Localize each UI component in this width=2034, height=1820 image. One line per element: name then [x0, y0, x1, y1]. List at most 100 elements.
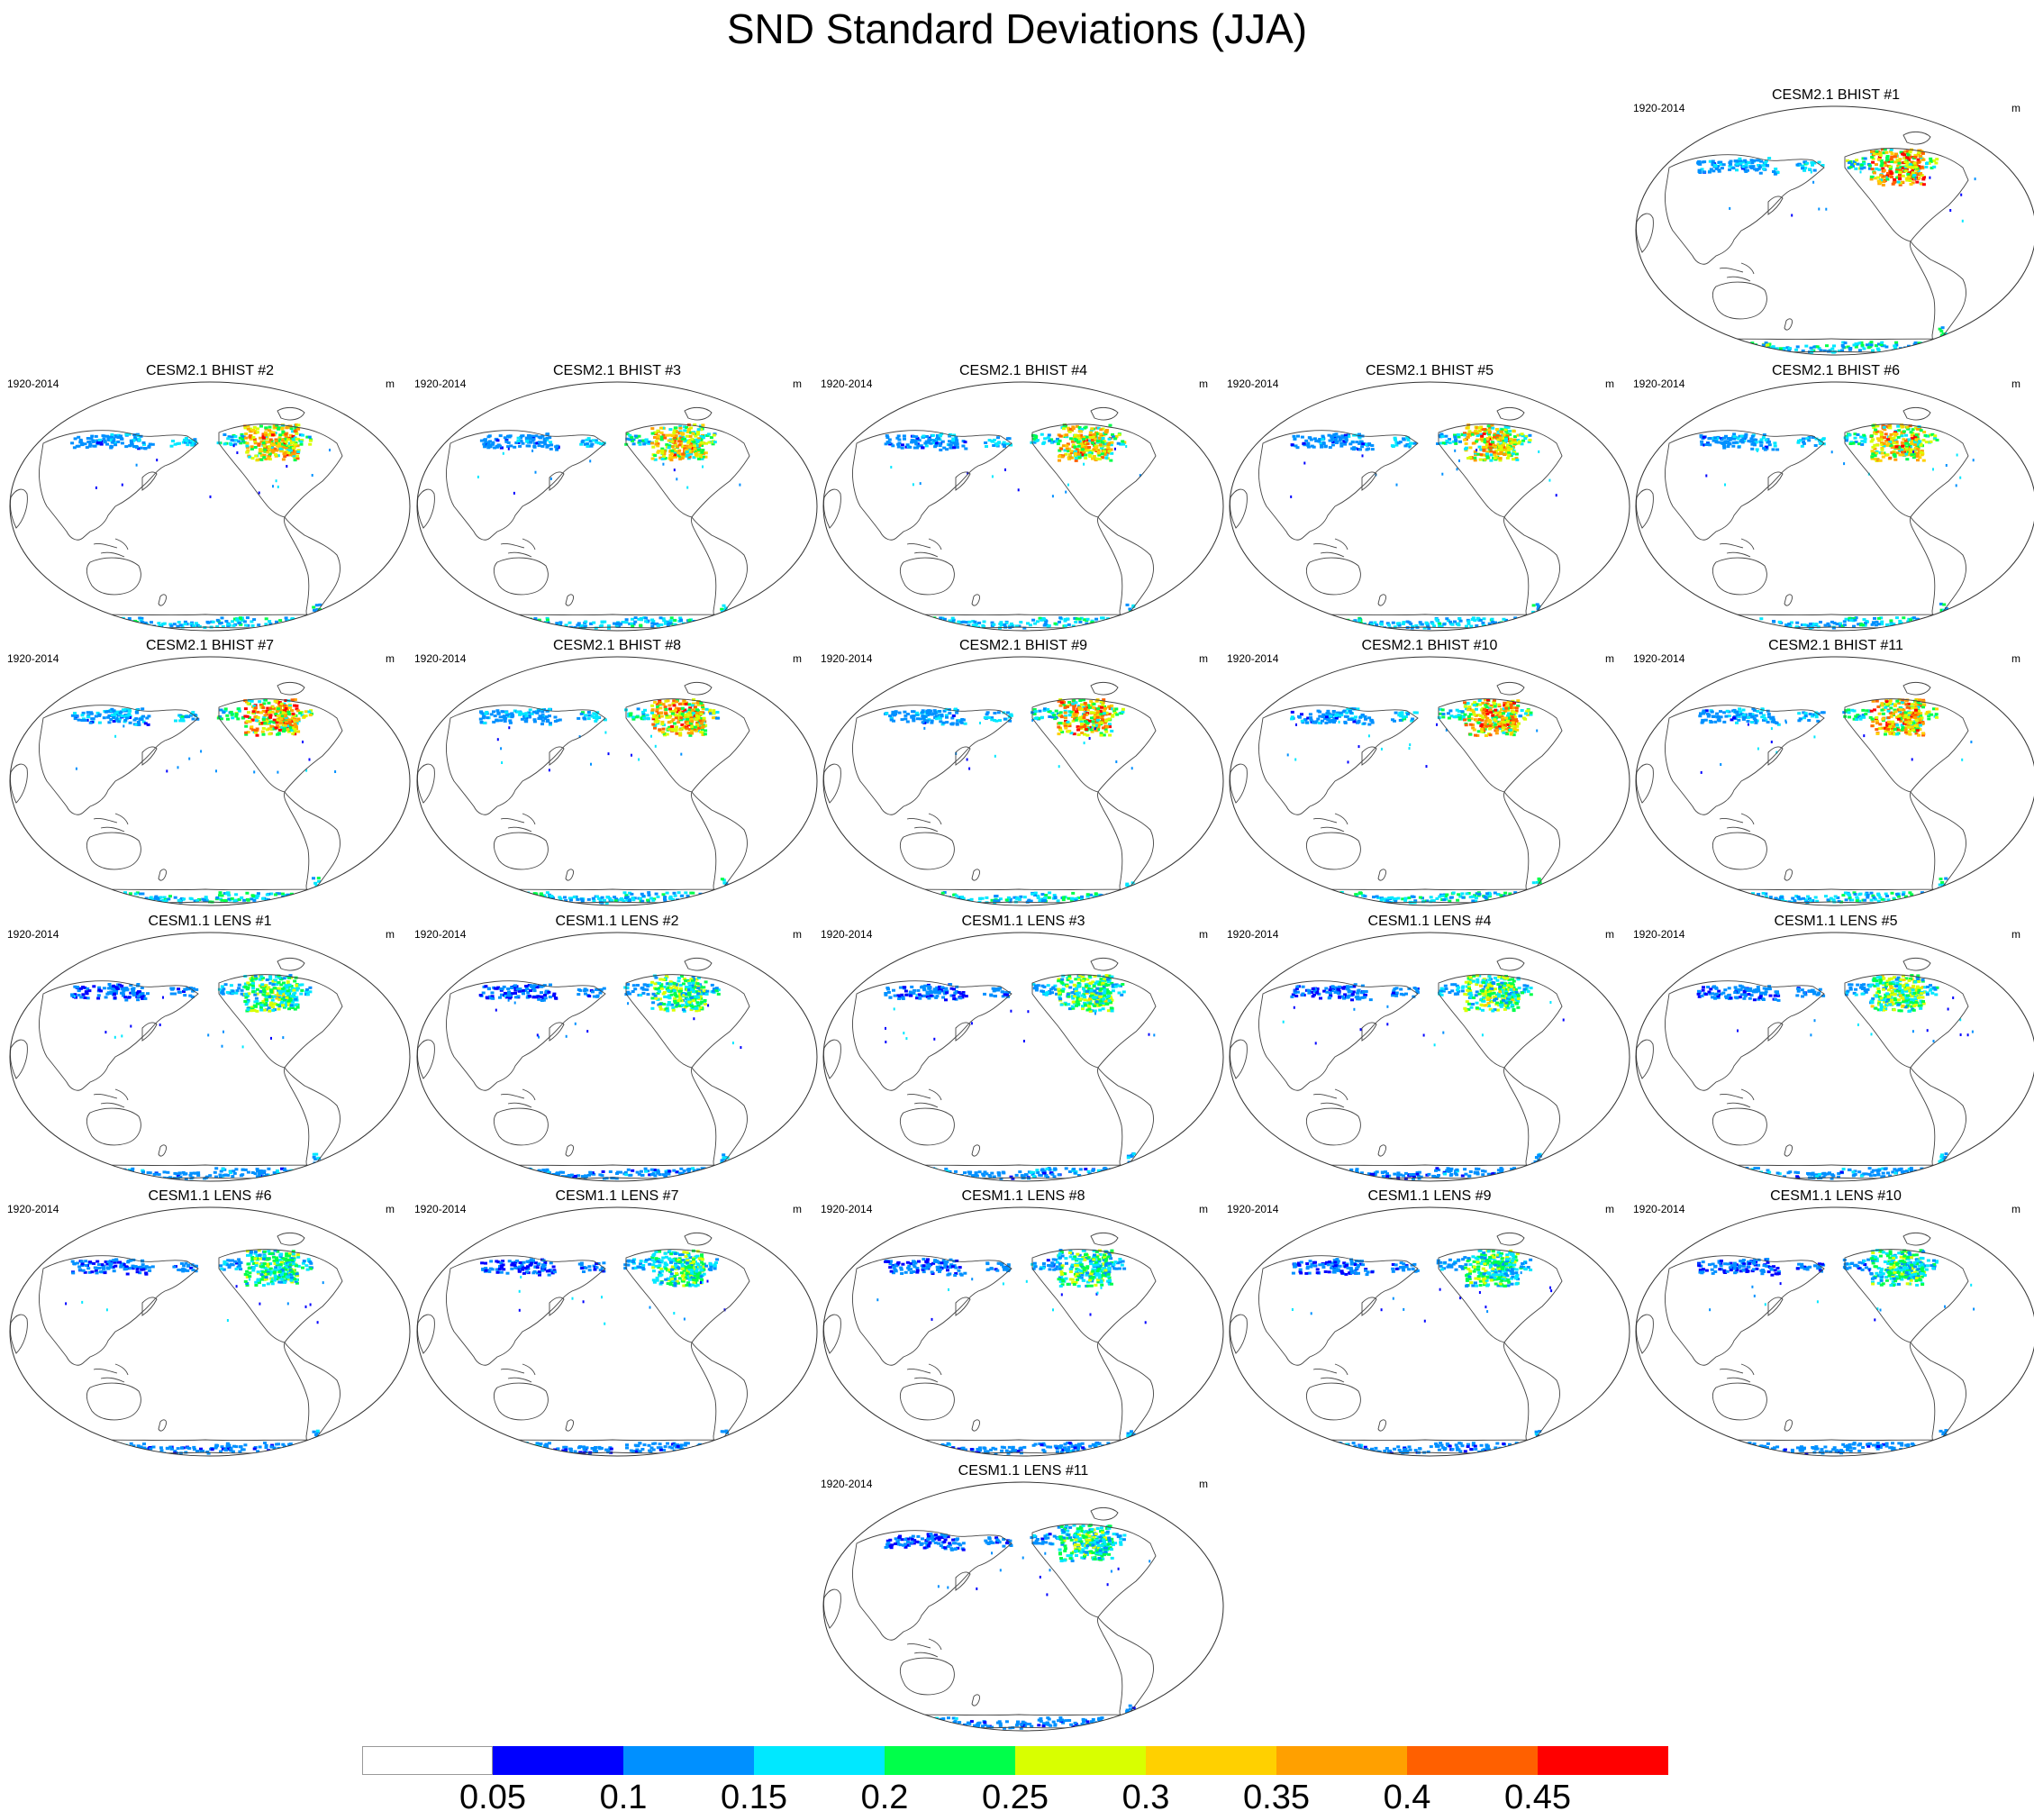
snow-cell — [904, 445, 909, 449]
snow-cell — [562, 626, 567, 630]
snow-cell — [896, 434, 901, 438]
snow-cell — [77, 718, 81, 722]
snow-cell — [1962, 346, 1966, 350]
snow-cell — [1034, 437, 1038, 441]
snow-cell — [1898, 181, 1902, 185]
snow-cell — [1767, 440, 1771, 443]
snow-cell — [906, 619, 911, 623]
snow-cell — [662, 462, 665, 466]
snow-cell — [130, 622, 134, 624]
snow-cell — [1555, 624, 1559, 627]
snow-cell — [80, 714, 85, 717]
snow-cell — [948, 440, 951, 443]
snow-cell — [295, 704, 299, 707]
snow-cell — [1918, 167, 1922, 170]
snow-cell — [263, 431, 268, 434]
snow-cell — [1507, 624, 1512, 628]
snow-cell — [1466, 620, 1471, 623]
snow-cell — [1736, 619, 1740, 623]
snow-cell — [266, 450, 270, 454]
snow-cell — [227, 894, 232, 897]
snow-cell — [278, 438, 283, 441]
snow-cell — [322, 623, 326, 626]
snow-cell — [1935, 158, 1939, 161]
snow-cell — [1888, 165, 1893, 168]
snow-cell — [1888, 426, 1893, 430]
snow-cell — [1361, 624, 1366, 628]
coastline — [971, 594, 980, 606]
snow-cell — [1763, 161, 1767, 165]
snow-cell — [1731, 441, 1736, 444]
snow-cell — [177, 621, 181, 624]
snow-cell — [230, 896, 234, 900]
snow-cell — [1153, 623, 1158, 626]
snow-cell — [1487, 622, 1492, 625]
snow-cell — [1911, 616, 1916, 620]
snow-cell — [254, 454, 259, 458]
snow-cell — [540, 434, 545, 438]
snow-cell — [136, 721, 141, 723]
snow-cell — [85, 619, 89, 623]
snow-cell — [592, 621, 596, 624]
snow-cell — [277, 714, 280, 718]
snow-cell — [516, 440, 521, 442]
snow-cell — [1930, 166, 1934, 169]
snow-cell — [1085, 442, 1090, 446]
snow-cell — [1851, 164, 1855, 168]
snow-cell — [1905, 161, 1910, 165]
coastline — [1902, 131, 1931, 145]
snow-cell — [67, 891, 71, 895]
snow-cell — [504, 622, 509, 625]
snow-cell — [557, 626, 561, 630]
snow-cell — [267, 727, 271, 731]
snow-cell — [1476, 449, 1478, 451]
snow-cell — [985, 445, 988, 448]
snow-cell — [1092, 455, 1096, 459]
snow-cell — [1882, 425, 1886, 429]
snow-cell — [1520, 623, 1524, 625]
snow-cell — [583, 717, 587, 721]
snow-cell — [1101, 427, 1105, 431]
snow-cell — [1942, 345, 1947, 349]
snow-cell — [340, 624, 344, 628]
coastline — [1665, 154, 1825, 265]
panel-title: CESM2.1 BHIST #7 — [146, 638, 274, 653]
snow-cell — [86, 711, 90, 714]
snow-cell — [1812, 180, 1815, 184]
snow-cell — [1548, 478, 1551, 482]
snow-cell — [740, 623, 744, 627]
snow-cell — [1909, 445, 1912, 449]
snow-cell — [1863, 440, 1867, 443]
snow-cell — [1899, 423, 1903, 427]
snow-cell — [143, 621, 148, 624]
coastline — [10, 488, 28, 529]
snow-cell — [590, 714, 595, 718]
snow-cell — [1087, 450, 1092, 454]
snow-cell — [258, 451, 262, 455]
snow-cell — [531, 438, 536, 441]
snow-cell — [1856, 162, 1860, 166]
snow-cell — [78, 894, 83, 897]
snow-cell — [1817, 160, 1821, 164]
snow-cell — [290, 617, 295, 621]
snow-cell — [97, 721, 102, 724]
snow-cell — [1900, 441, 1904, 444]
snow-cell — [515, 710, 520, 714]
snow-cell — [78, 897, 83, 900]
snow-cell — [1913, 341, 1918, 344]
snow-cell — [1816, 625, 1821, 629]
snow-cell — [231, 620, 234, 623]
snow-cell — [753, 622, 758, 625]
panel-period: 1920-2014 — [821, 378, 873, 390]
snow-cell — [123, 896, 128, 899]
snow-cell — [215, 769, 217, 773]
snow-cell — [259, 454, 264, 458]
snow-cell — [654, 432, 658, 436]
snow-cell — [673, 619, 677, 623]
snow-cell — [1515, 458, 1520, 461]
snow-cell — [89, 437, 94, 441]
snow-cell — [1932, 165, 1937, 168]
snow-cell — [1292, 623, 1296, 626]
snow-cell — [240, 432, 244, 436]
snow-cell — [1852, 160, 1857, 163]
